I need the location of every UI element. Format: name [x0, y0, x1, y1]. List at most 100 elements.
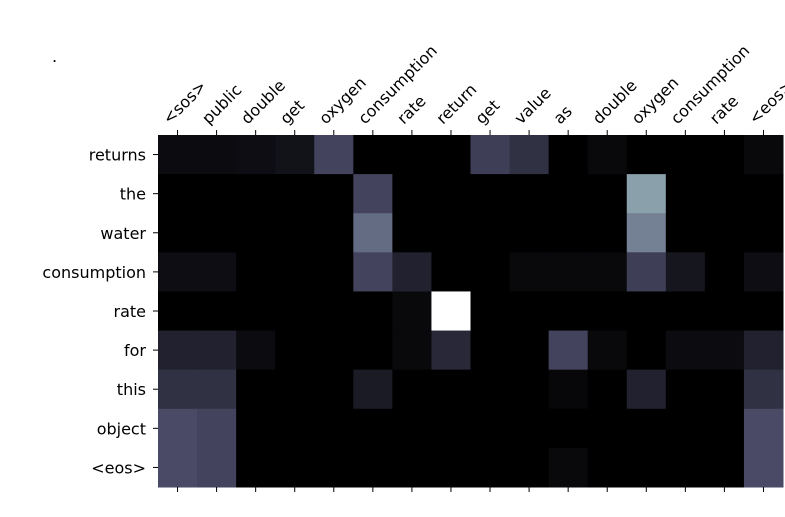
heatmap-cell [509, 330, 550, 371]
heatmap-cell [197, 174, 237, 214]
y-tick-label: water [100, 224, 146, 243]
heatmap-cell [470, 174, 511, 214]
heatmap-cell [587, 408, 628, 449]
y-tick-label: object [97, 419, 146, 438]
y-tick-label: <eos> [91, 458, 146, 477]
heatmap-cell [158, 135, 198, 175]
heatmap-cell [509, 408, 550, 449]
y-tick-label: returns [89, 146, 146, 165]
heatmap-cell [197, 447, 237, 488]
heatmap-cell [392, 447, 432, 488]
heatmap-cell [275, 213, 315, 253]
heatmap-cell [704, 291, 745, 332]
heatmap-cell [743, 369, 784, 410]
heatmap-cell [548, 213, 589, 253]
heatmap-cell [236, 252, 276, 292]
heatmap-cell [626, 369, 667, 410]
heatmap-cell [743, 174, 784, 214]
heatmap-cell [509, 174, 550, 214]
x-tick-label: value [510, 83, 554, 127]
heatmap-cell [314, 174, 354, 214]
heatmap-cell [275, 252, 315, 292]
heatmap-cell [392, 291, 432, 332]
heatmap-cell [314, 447, 354, 488]
heatmap-cell [236, 213, 276, 253]
heatmap-cell [743, 291, 784, 332]
heatmap-cell [158, 369, 198, 410]
heatmap-cell [743, 252, 784, 292]
heatmap-cell [392, 369, 432, 410]
heatmap-cell [236, 135, 276, 175]
heatmap-cell [392, 213, 432, 253]
heatmap-cell [353, 291, 393, 332]
heatmap-cell [509, 252, 550, 292]
heatmap-cell [743, 330, 784, 371]
heatmap-cell [509, 213, 550, 253]
heatmap-cell [353, 330, 393, 371]
heatmap-cell [353, 213, 393, 253]
heatmap-cell [704, 369, 745, 410]
heatmap-cell [275, 291, 315, 332]
x-tick-label: rate [706, 91, 742, 127]
heatmap-cell [158, 330, 198, 371]
heatmap-cell [548, 369, 589, 410]
heatmap-cell [236, 447, 276, 488]
heatmap-cell [704, 174, 745, 214]
heatmap-cell [548, 252, 589, 292]
heatmap-cell [197, 213, 237, 253]
heatmap-cell [548, 330, 589, 371]
heatmap-cell [314, 291, 354, 332]
heatmap-cell [665, 291, 706, 332]
heatmap-cell [626, 213, 667, 253]
heatmap-cell [236, 369, 276, 410]
heatmap-cell [158, 408, 198, 449]
x-tick-label: as [550, 102, 576, 128]
heatmap-cell [626, 291, 667, 332]
heatmap-cell [587, 330, 628, 371]
heatmap-cell [665, 408, 706, 449]
heatmap-cell [743, 213, 784, 253]
heatmap-cell [197, 135, 237, 175]
heatmap-cell [197, 291, 237, 332]
heatmap-cell [665, 135, 706, 175]
heatmap-cell [392, 135, 432, 175]
heatmap-cell [509, 369, 550, 410]
heatmap-cell [626, 330, 667, 371]
heatmap-cell [353, 252, 393, 292]
heatmap-cell [743, 447, 784, 488]
heatmap-cell [587, 213, 628, 253]
heatmap-cell [704, 447, 745, 488]
heatmap-cell [392, 174, 432, 214]
heatmap-cell [665, 174, 706, 214]
heatmap-cell [587, 135, 628, 175]
heatmap-cell [548, 447, 589, 488]
heatmap-cell [665, 447, 706, 488]
heatmap-cell [470, 135, 511, 175]
heatmap-cell [626, 252, 667, 292]
heatmap-cell [665, 252, 706, 292]
heatmap-cell [704, 252, 745, 292]
heatmap-cell [314, 408, 354, 449]
x-tick-label: get [276, 96, 308, 128]
heatmap-cell [314, 135, 354, 175]
heatmap-cell [158, 291, 198, 332]
heatmap-cell [197, 369, 237, 410]
heatmap-cell [548, 408, 589, 449]
heatmap-cell [548, 291, 589, 332]
heatmap-cell [587, 252, 628, 292]
heatmap-cell [431, 135, 471, 175]
heatmap-cell [470, 213, 511, 253]
heatmap-cell [431, 291, 471, 332]
heatmap-cell [431, 213, 471, 253]
heatmap-cell [353, 369, 393, 410]
heatmap-cell [665, 369, 706, 410]
heatmap-cell [353, 447, 393, 488]
heatmap-cell [275, 408, 315, 449]
x-tick-label: get [471, 96, 503, 128]
heatmap-cell [314, 369, 354, 410]
heatmap-cell [236, 330, 276, 371]
heatmap-cell [431, 369, 471, 410]
heatmap-cell [236, 408, 276, 449]
heatmap-cell [275, 174, 315, 214]
